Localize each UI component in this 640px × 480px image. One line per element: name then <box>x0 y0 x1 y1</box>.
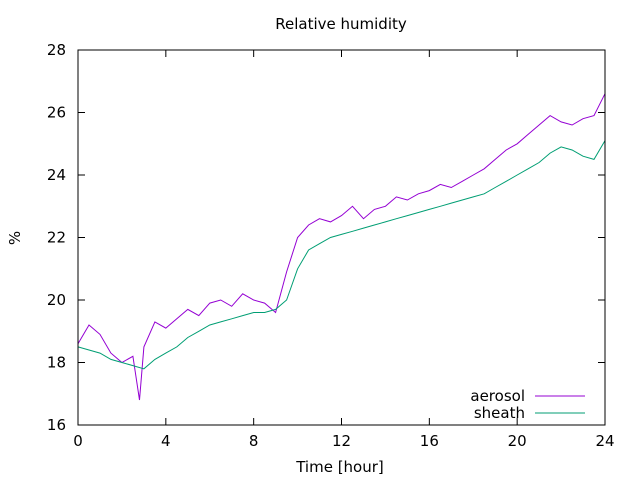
y-tick-label: 16 <box>47 416 66 434</box>
x-tick-label: 12 <box>332 432 351 450</box>
y-tick-label: 22 <box>47 229 66 247</box>
x-tick-label: 16 <box>420 432 439 450</box>
legend-label-aerosol: aerosol <box>470 387 525 405</box>
y-tick-label: 28 <box>47 41 66 59</box>
y-tick-label: 18 <box>47 354 66 372</box>
x-tick-label: 20 <box>508 432 527 450</box>
x-tick-label: 0 <box>73 432 83 450</box>
x-tick-label: 4 <box>161 432 171 450</box>
y-tick-label: 20 <box>47 291 66 309</box>
y-tick-label: 26 <box>47 104 66 122</box>
plot-frame <box>77 49 606 426</box>
plot-area <box>77 93 606 401</box>
chart-title: Relative humidity <box>275 15 407 33</box>
series-line-aerosol <box>77 93 606 401</box>
y-axis-label: % <box>6 231 24 245</box>
x-tick-label: 8 <box>249 432 259 450</box>
legend: aerosol sheath <box>470 387 585 422</box>
x-axis-label: Time [hour] <box>295 458 384 476</box>
legend-label-sheath: sheath <box>474 404 525 422</box>
axis-ticks: 0 4 8 12 16 20 24 16 18 20 22 24 26 28 <box>47 41 615 450</box>
x-tick-label: 24 <box>595 432 614 450</box>
y-tick-label: 24 <box>47 166 66 184</box>
series-line-sheath <box>77 140 606 370</box>
